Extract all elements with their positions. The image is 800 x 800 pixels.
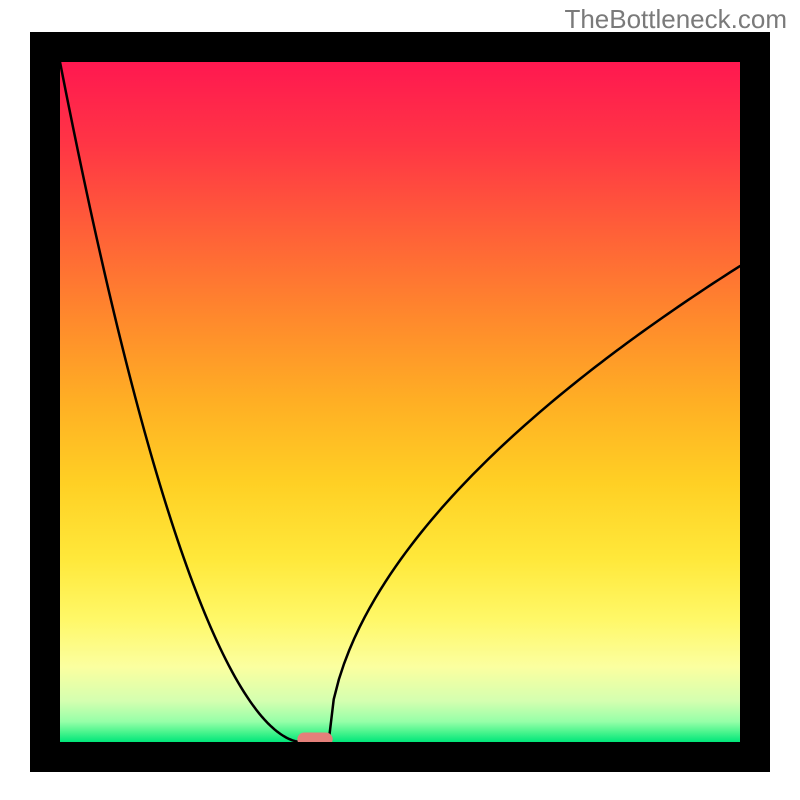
chart-background xyxy=(60,62,740,742)
watermark-text: TheBottleneck.com xyxy=(564,4,787,35)
bottleneck-chart xyxy=(0,0,800,800)
